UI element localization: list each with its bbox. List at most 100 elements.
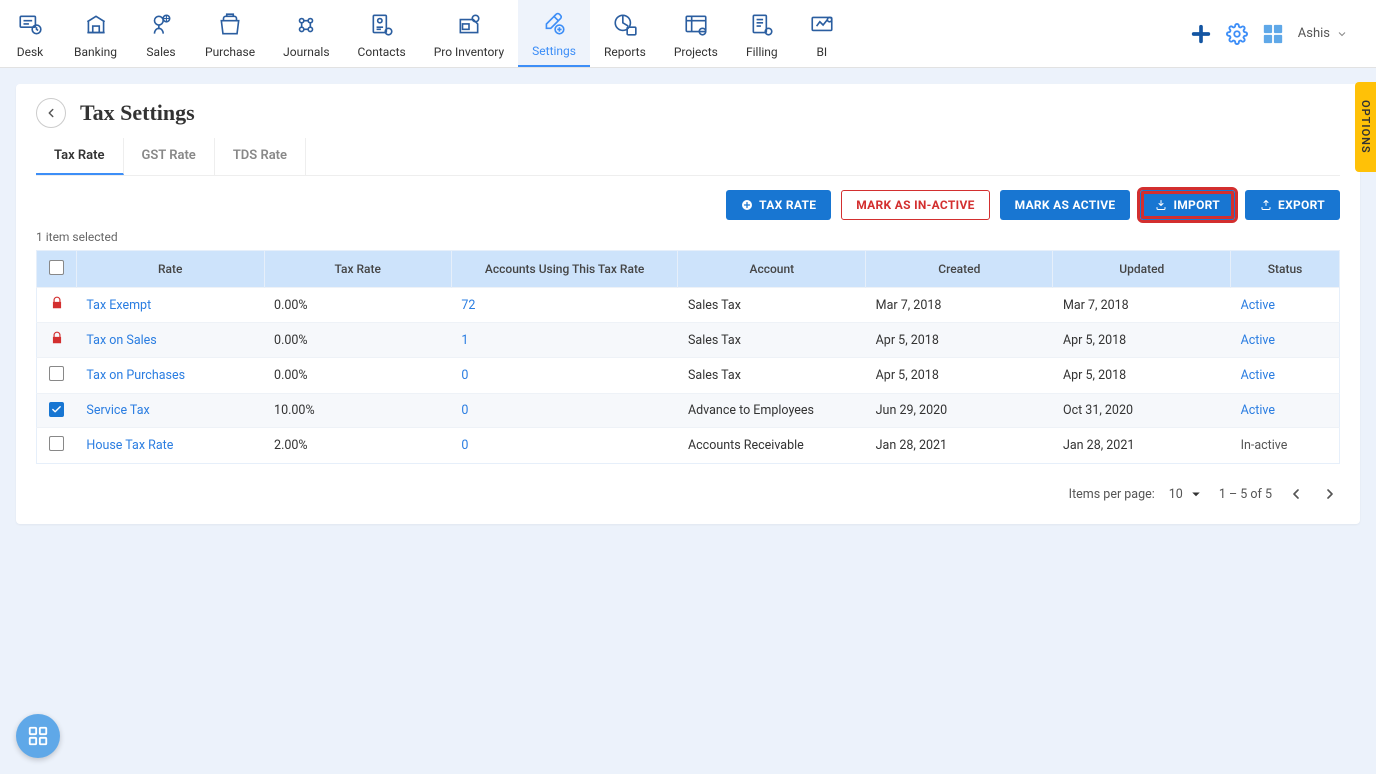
user-menu[interactable]: Ashis <box>1298 26 1348 41</box>
account-value: Sales Tax <box>678 323 866 358</box>
tab-tds-rate[interactable]: TDS Rate <box>215 138 306 175</box>
row-checkbox[interactable] <box>49 402 64 417</box>
nav-item-desk[interactable]: Desk <box>0 0 60 67</box>
account-value: Accounts Receivable <box>678 428 866 464</box>
tax-rate-value: 0.00% <box>264 288 451 323</box>
lock-icon <box>50 334 64 349</box>
created-value: Apr 5, 2018 <box>866 323 1053 358</box>
table-row: Service Tax10.00%0Advance to EmployeesJu… <box>37 394 1340 428</box>
apps-fab[interactable] <box>16 714 60 758</box>
nav-label: Filling <box>746 45 778 59</box>
table-row: Tax Exempt0.00%72Sales TaxMar 7, 2018Mar… <box>37 288 1340 323</box>
mark-active-label: MARK AS ACTIVE <box>1015 198 1116 212</box>
rate-link[interactable]: Service Tax <box>76 394 264 428</box>
select-all-checkbox[interactable] <box>49 260 64 275</box>
updated-value: Apr 5, 2018 <box>1053 323 1231 358</box>
gear-icon[interactable] <box>1226 23 1248 45</box>
nav-label: Projects <box>674 45 718 59</box>
tax-rate-value: 0.00% <box>264 323 451 358</box>
header-rate: Rate <box>76 251 264 288</box>
page-card: Tax Settings Tax RateGST RateTDS Rate TA… <box>16 84 1360 524</box>
header-checkbox-cell <box>37 251 77 288</box>
selection-info: 1 item selected <box>16 226 1360 250</box>
tax-rate-value: 0.00% <box>264 358 451 394</box>
accounts-link[interactable]: 72 <box>451 288 678 323</box>
user-name: Ashis <box>1298 26 1330 41</box>
export-label: EXPORT <box>1278 198 1325 212</box>
top-navigation: Desk Banking Sales PurchaseJournals Contacts… <box>0 0 1376 68</box>
created-value: Apr 5, 2018 <box>866 358 1053 394</box>
options-side-tab[interactable]: OPTIONS <box>1355 82 1376 172</box>
accounts-link[interactable]: 0 <box>451 394 678 428</box>
nav-item-bi[interactable]: BI <box>792 0 852 67</box>
nav-item-filling[interactable]: Filling <box>732 0 792 67</box>
nav-label: Desk <box>17 45 44 59</box>
rate-link[interactable]: Tax on Purchases <box>76 358 264 394</box>
export-button[interactable]: EXPORT <box>1245 190 1340 220</box>
pagination: Items per page: 10 1 – 5 of 5 <box>16 474 1360 524</box>
mark-inactive-button[interactable]: MARK AS IN-ACTIVE <box>841 190 989 220</box>
nav-icon <box>748 11 776 39</box>
rate-link[interactable]: Tax on Sales <box>76 323 264 358</box>
nav-label: BI <box>816 45 827 59</box>
updated-value: Mar 7, 2018 <box>1053 288 1231 323</box>
status-value: In-active <box>1231 428 1340 464</box>
calculator-icon[interactable] <box>1262 23 1284 45</box>
items-per-page-label: Items per page: <box>1069 487 1155 502</box>
nav-label: Settings <box>532 44 576 58</box>
nav-icon <box>682 11 710 39</box>
header-created: Created <box>866 251 1053 288</box>
items-per-page-select[interactable]: 10 <box>1169 485 1205 503</box>
accounts-link[interactable]: 0 <box>451 428 678 464</box>
table-row: House Tax Rate2.00%0Accounts ReceivableJ… <box>37 428 1340 464</box>
add-icon[interactable] <box>1190 23 1212 45</box>
nav-label: Contacts <box>358 45 406 59</box>
rate-link[interactable]: House Tax Rate <box>76 428 264 464</box>
nav-item-journals[interactable]: Journals <box>269 0 343 67</box>
nav-item-purchase[interactable]: Purchase <box>191 0 269 67</box>
topnav-right: Ashis <box>1190 0 1376 67</box>
nav-icon <box>16 11 44 39</box>
nav-icon <box>540 10 568 38</box>
nav-icon <box>216 11 244 39</box>
nav-item-banking[interactable]: Banking <box>60 0 131 67</box>
nav-item-reports[interactable]: Reports <box>590 0 660 67</box>
account-value: Sales Tax <box>678 358 866 394</box>
header-updated: Updated <box>1053 251 1231 288</box>
items-per-page-value: 10 <box>1169 487 1183 502</box>
row-checkbox[interactable] <box>49 366 64 381</box>
accounts-link[interactable]: 0 <box>451 358 678 394</box>
nav-item-pro-inventory[interactable]: Pro Inventory <box>420 0 518 67</box>
tab-gst-rate[interactable]: GST Rate <box>124 138 215 175</box>
nav-item-settings[interactable]: Settings <box>518 0 590 67</box>
back-button[interactable] <box>36 98 66 128</box>
updated-value: Oct 31, 2020 <box>1053 394 1231 428</box>
mark-active-button[interactable]: MARK AS ACTIVE <box>1000 190 1131 220</box>
status-value: Active <box>1231 358 1340 394</box>
nav-item-projects[interactable]: Projects <box>660 0 732 67</box>
status-value: Active <box>1231 323 1340 358</box>
import-button[interactable]: IMPORT <box>1140 190 1235 220</box>
nav-item-contacts[interactable]: Contacts <box>344 0 420 67</box>
nav-icon <box>455 11 483 39</box>
pagination-next[interactable] <box>1320 484 1340 504</box>
status-value: Active <box>1231 288 1340 323</box>
tax-rate-button[interactable]: TAX RATE <box>726 190 831 220</box>
account-value: Advance to Employees <box>678 394 866 428</box>
pagination-prev[interactable] <box>1286 484 1306 504</box>
tab-tax-rate[interactable]: Tax Rate <box>36 138 124 175</box>
tax-rate-value: 10.00% <box>264 394 451 428</box>
nav-label: Reports <box>604 45 646 59</box>
nav-icon <box>368 11 396 39</box>
nav-label: Sales <box>146 45 175 59</box>
account-value: Sales Tax <box>678 288 866 323</box>
header-tax-rate: Tax Rate <box>264 251 451 288</box>
updated-value: Jan 28, 2021 <box>1053 428 1231 464</box>
accounts-link[interactable]: 1 <box>451 323 678 358</box>
rate-link[interactable]: Tax Exempt <box>76 288 264 323</box>
nav-item-sales[interactable]: Sales <box>131 0 191 67</box>
updated-value: Apr 5, 2018 <box>1053 358 1231 394</box>
nav-label: Banking <box>74 45 117 59</box>
nav-label: Pro Inventory <box>434 45 504 59</box>
row-checkbox[interactable] <box>49 436 64 451</box>
